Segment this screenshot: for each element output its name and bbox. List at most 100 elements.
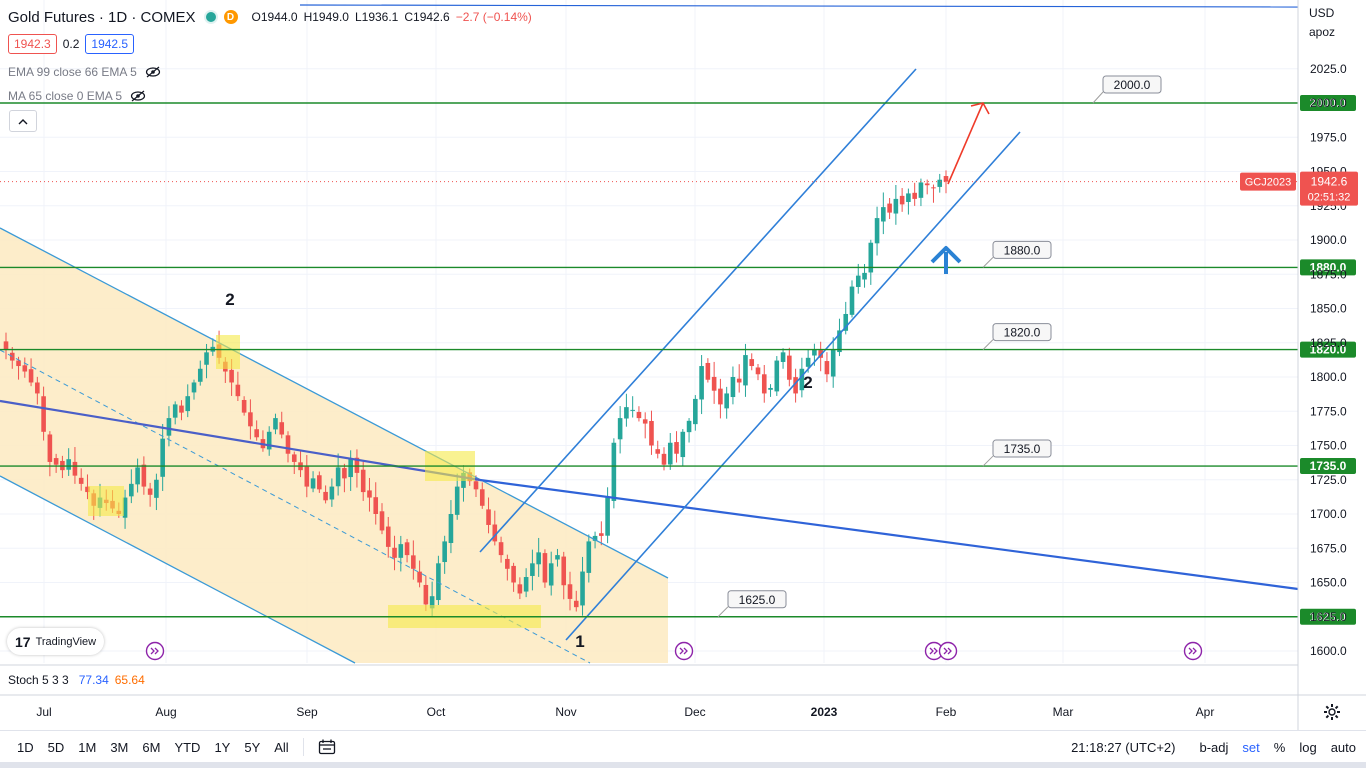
eye-off-icon[interactable] — [145, 66, 161, 78]
candle — [630, 396, 635, 418]
axis-level-tag — [1300, 259, 1356, 276]
gear-icon[interactable] — [1322, 702, 1342, 722]
toggle-b-adj[interactable]: b-adj — [1199, 739, 1229, 755]
level-callout — [1102, 75, 1162, 94]
candle — [335, 453, 341, 496]
candle — [906, 188, 911, 215]
clock-timezone[interactable]: 21:18:27 (UTC+2) — [1071, 739, 1176, 755]
candle — [248, 399, 253, 440]
sell-price-button[interactable]: 1942.3 — [8, 34, 57, 54]
candle — [78, 468, 84, 491]
candle-body — [404, 542, 410, 556]
candle-body — [47, 434, 53, 462]
candle-body — [254, 429, 259, 438]
candle-body — [918, 182, 924, 198]
candle — [943, 170, 949, 194]
candle-body — [868, 242, 874, 273]
candle-body — [536, 552, 541, 565]
candle — [486, 497, 491, 534]
candle-body — [561, 556, 567, 586]
candle — [548, 551, 554, 596]
candle-body — [72, 461, 78, 476]
toggle-percent[interactable]: % — [1273, 739, 1286, 755]
toggle-log[interactable]: log — [1299, 739, 1317, 755]
candle-body — [22, 365, 28, 372]
candle-body — [191, 382, 197, 393]
candle-body — [862, 272, 867, 280]
highlight-box — [88, 486, 124, 516]
candle-body — [937, 179, 943, 187]
range-all-button[interactable]: All — [274, 739, 289, 755]
toggle-auto[interactable]: auto — [1330, 739, 1356, 755]
axis-level-tag — [1300, 95, 1356, 111]
price-tick-label: 1625.0 — [1310, 610, 1347, 624]
candle — [310, 471, 316, 493]
eye-off-icon[interactable] — [130, 90, 146, 102]
axis-level-label: 1820.0 — [1310, 343, 1347, 357]
candle-body — [655, 449, 661, 454]
indicator-ma[interactable]: MA 65 close 0 EMA 5 — [8, 89, 146, 103]
candle — [937, 173, 943, 193]
range-5y-button[interactable]: 5Y — [244, 739, 261, 755]
price-axis[interactable]: 1600.0 1625.0 1650.0 1675.0 1700.0 1725.0 1750… — [1297, 0, 1347, 730]
range-3m-button[interactable]: 3M — [110, 739, 129, 755]
candle — [411, 540, 416, 580]
axis-level-tag — [1300, 341, 1356, 358]
stochastic-legend[interactable]: Stoch 5 3 3 77.34 65.64 — [8, 673, 145, 687]
candle — [41, 386, 46, 441]
candle-body — [724, 393, 729, 409]
candle — [317, 471, 322, 493]
price-tick-label: 1725.0 — [1310, 473, 1347, 487]
candle — [555, 548, 560, 567]
downtrend-channel-lower — [0, 475, 356, 664]
candle — [849, 280, 855, 318]
candle-body — [749, 359, 755, 367]
collapse-legend-button[interactable] — [9, 110, 37, 132]
candle — [649, 410, 654, 455]
candle — [686, 418, 692, 443]
range-ytd-button[interactable]: YTD — [174, 739, 201, 755]
event-marker-chevron — [150, 647, 155, 655]
range-5d-button[interactable]: 5D — [47, 739, 65, 755]
symbol-title[interactable]: Gold Futures · 1D · COMEX — [8, 8, 196, 26]
range-1d-button[interactable]: 1D — [17, 739, 34, 755]
callout-pointer — [982, 339, 994, 350]
scale-label[interactable]: apoz — [1309, 25, 1336, 39]
toolbar-right: 21:18:27 (UTC+2) b-adj set % log auto — [1057, 740, 1356, 755]
candle — [617, 406, 623, 454]
candle — [172, 401, 178, 425]
candle — [830, 337, 836, 388]
candle-body — [743, 355, 748, 386]
tradingview-watermark[interactable]: 17 TradingView — [7, 628, 105, 655]
candle — [611, 438, 617, 509]
candle — [197, 360, 203, 386]
candle-body — [348, 459, 353, 478]
candle-body — [448, 514, 454, 543]
price-tick-label: 1875.0 — [1310, 267, 1347, 281]
time-tick-label: Mar — [1053, 705, 1074, 719]
time-axis[interactable]: Jul Aug Sep Oct Nov Dec 2023 Feb Mar Apr — [36, 705, 1214, 719]
candle-body — [887, 203, 892, 213]
callout-pointer — [717, 606, 729, 618]
currency-selector[interactable]: USD — [1309, 6, 1335, 20]
candle — [35, 376, 40, 405]
stoch-d-value: 65.64 — [114, 673, 145, 687]
level-callout — [992, 439, 1052, 458]
calendar-range-icon[interactable] — [318, 739, 336, 755]
buy-price-button[interactable]: 1942.5 — [85, 34, 135, 54]
candle-body — [41, 396, 46, 432]
toggle-set[interactable]: set — [1242, 739, 1260, 755]
candle — [266, 426, 272, 456]
candle-body — [85, 486, 90, 493]
candle — [693, 395, 698, 431]
indicator-ema[interactable]: EMA 99 close 66 EMA 5 — [8, 65, 161, 79]
candle — [542, 549, 548, 588]
range-6m-button[interactable]: 6M — [142, 739, 161, 755]
candle-body — [248, 412, 253, 427]
range-1y-button[interactable]: 1Y — [214, 739, 231, 755]
candle-body — [505, 558, 510, 569]
range-1m-button[interactable]: 1M — [78, 739, 97, 755]
candle-body — [881, 207, 886, 222]
downtrend-midline — [0, 349, 591, 664]
